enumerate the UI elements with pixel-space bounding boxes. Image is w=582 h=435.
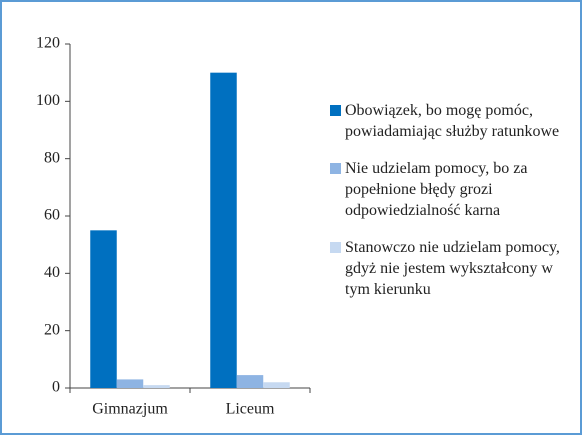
bar: [90, 230, 117, 388]
y-tick-label: 80: [44, 149, 60, 166]
bar: [210, 72, 237, 389]
legend-item: Obowiązek, bo mogę pomóc, powiadamiając …: [330, 100, 575, 142]
y-tick-label: 40: [44, 264, 60, 281]
bar: [236, 375, 264, 388]
legend-label: Nie udzielam pomocy, bo za popełnione bł…: [345, 160, 528, 219]
legend-item: Stanowczo nie udzielam pomocy, gdyż nie …: [330, 237, 575, 300]
y-tick-label: 100: [36, 92, 60, 109]
legend-label: Obowiązek, bo mogę pomóc, powiadamiając …: [345, 102, 560, 140]
y-tick-label: 0: [52, 379, 60, 396]
y-tick-label: 60: [44, 207, 60, 224]
x-tick-label: Liceum: [226, 401, 275, 418]
bar: [116, 379, 144, 388]
legend-label: Stanowczo nie udzielam pomocy, gdyż nie …: [345, 239, 560, 298]
bar: [263, 382, 290, 388]
legend: Obowiązek, bo mogę pomóc, powiadamiając …: [330, 100, 575, 316]
legend-swatch: [330, 242, 341, 253]
legend-item: Nie udzielam pomocy, bo za popełnione bł…: [330, 158, 575, 221]
bar: [143, 385, 170, 388]
x-tick-label: Gimnazjum: [92, 401, 168, 418]
y-tick-label: 20: [44, 321, 60, 338]
legend-swatch: [330, 163, 341, 174]
legend-swatch: [330, 105, 341, 116]
y-tick-label: 120: [36, 35, 60, 52]
